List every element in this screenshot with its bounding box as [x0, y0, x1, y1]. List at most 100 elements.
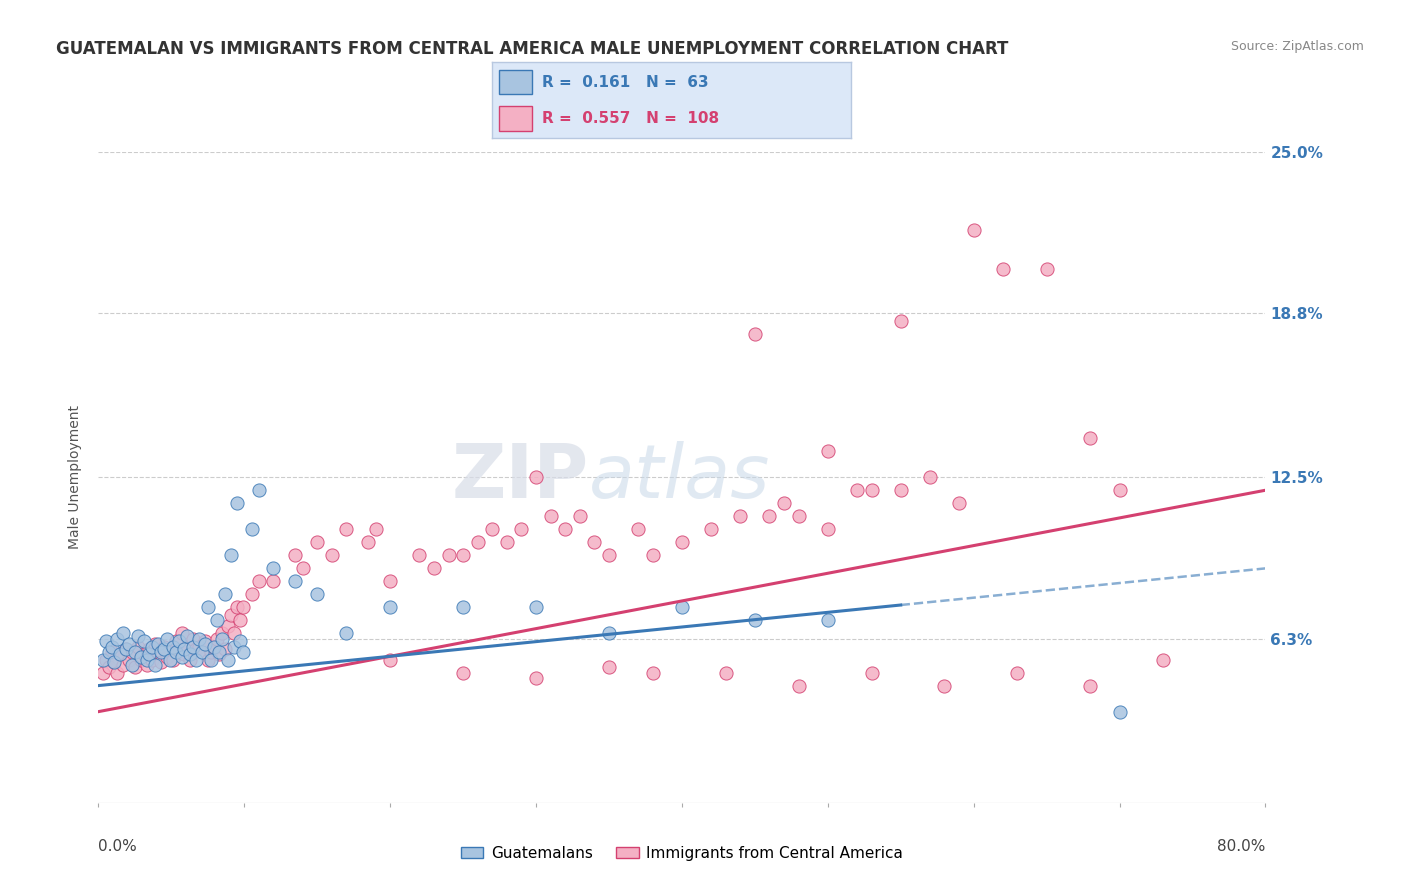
Point [217, 652, 239, 666]
Bar [499, 106, 531, 130]
Point [758, 509, 780, 524]
Point [568, 509, 591, 524]
Point [115, 642, 138, 657]
Point [1108, 705, 1130, 719]
Point [1007, 665, 1029, 680]
Point [229, 634, 252, 648]
Point [105, 632, 128, 646]
Point [112, 626, 135, 640]
Point [135, 657, 157, 672]
Point [159, 642, 181, 657]
Point [205, 632, 228, 646]
Point [200, 645, 222, 659]
Point [714, 665, 737, 680]
Point [598, 549, 620, 563]
Point [132, 648, 155, 662]
Point [860, 483, 883, 498]
Point [124, 645, 146, 659]
Point [118, 637, 141, 651]
Point [641, 665, 664, 680]
Point [200, 652, 222, 666]
Point [583, 535, 606, 549]
Point [176, 640, 198, 654]
Point [773, 496, 796, 510]
Text: atlas: atlas [589, 442, 770, 513]
Point [226, 496, 249, 510]
Point [918, 470, 941, 484]
Point [181, 632, 204, 646]
Point [598, 626, 620, 640]
Point [202, 640, 225, 654]
Point [112, 657, 135, 672]
Text: Source: ZipAtlas.com: Source: ZipAtlas.com [1230, 40, 1364, 54]
Point [262, 561, 284, 575]
Point [110, 648, 132, 662]
Point [150, 655, 173, 669]
Point [247, 574, 270, 589]
Point [97, 660, 120, 674]
Point [124, 660, 146, 674]
Point [408, 549, 430, 563]
Point [186, 652, 208, 666]
Point [103, 655, 125, 669]
Text: GUATEMALAN VS IMMIGRANTS FROM CENTRAL AMERICA MALE UNEMPLOYMENT CORRELATION CHAR: GUATEMALAN VS IMMIGRANTS FROM CENTRAL AM… [56, 40, 1008, 58]
Point [364, 522, 387, 536]
Point [141, 652, 163, 666]
Point [191, 645, 214, 659]
Point [188, 640, 211, 654]
Point [524, 671, 547, 685]
Legend: Guatemalans, Immigrants from Central America: Guatemalans, Immigrants from Central Ame… [454, 839, 910, 867]
Point [247, 483, 270, 498]
Point [148, 645, 170, 659]
Text: 80.0%: 80.0% [1218, 838, 1265, 854]
Point [226, 600, 249, 615]
Point [121, 645, 143, 659]
Point [437, 549, 460, 563]
Point [240, 522, 263, 536]
Point [121, 657, 143, 672]
Point [598, 660, 620, 674]
Point [378, 574, 402, 589]
Point [817, 614, 839, 628]
Point [162, 640, 184, 654]
Point [845, 483, 868, 498]
Point [129, 652, 152, 666]
Point [129, 649, 152, 664]
Point [962, 223, 984, 237]
Point [162, 652, 184, 666]
Point [211, 632, 233, 646]
Point [467, 535, 489, 549]
Bar [499, 70, 531, 95]
Point [208, 648, 231, 662]
Point [150, 645, 173, 659]
Point [110, 648, 132, 662]
Point [222, 626, 245, 640]
Point [495, 535, 517, 549]
Point [817, 444, 839, 458]
Point [335, 522, 357, 536]
Point [115, 642, 138, 657]
Point [700, 522, 723, 536]
Point [219, 608, 242, 623]
Point [451, 665, 474, 680]
Point [202, 640, 225, 654]
Point [451, 549, 474, 563]
Point [890, 314, 912, 328]
Point [170, 626, 193, 640]
Point [179, 652, 201, 666]
Point [143, 637, 166, 651]
Point [451, 600, 474, 615]
Point [167, 645, 190, 659]
Point [860, 665, 883, 680]
Point [817, 522, 839, 536]
Text: R =  0.161   N =  63: R = 0.161 N = 63 [543, 75, 709, 90]
Point [143, 657, 166, 672]
Point [170, 649, 193, 664]
Point [540, 509, 562, 524]
Point [153, 640, 176, 654]
Point [1152, 652, 1174, 666]
Point [787, 509, 810, 524]
Point [159, 652, 181, 666]
Point [744, 614, 766, 628]
Point [890, 483, 912, 498]
